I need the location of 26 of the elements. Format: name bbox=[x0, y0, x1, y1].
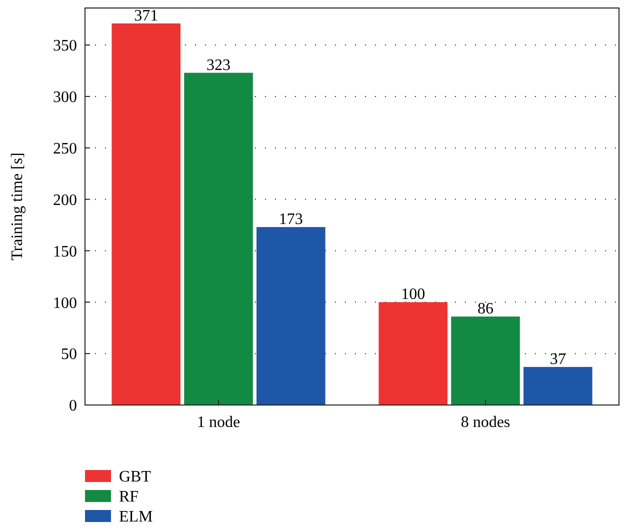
legend-label: GBT bbox=[119, 468, 152, 486]
data-label: 37 bbox=[550, 350, 566, 368]
bar bbox=[378, 302, 448, 405]
legend-label: ELM bbox=[119, 508, 153, 526]
x-tick-label: 1 node bbox=[196, 414, 240, 431]
bar bbox=[112, 23, 180, 405]
y-tick-label: 100 bbox=[53, 294, 77, 312]
data-label: 100 bbox=[401, 286, 426, 304]
y-tick-label: 0 bbox=[69, 398, 77, 415]
data-label: 371 bbox=[134, 7, 158, 24]
x-tick-label: 8 nodes bbox=[460, 414, 510, 431]
y-tick-label: 350 bbox=[53, 38, 77, 55]
bar bbox=[451, 316, 520, 405]
y-tick-label: 300 bbox=[53, 89, 77, 106]
y-tick-label: 50 bbox=[61, 346, 77, 364]
data-label: 86 bbox=[478, 300, 494, 318]
y-tick-label: 250 bbox=[53, 140, 77, 158]
y-tick-label: 150 bbox=[53, 243, 77, 260]
data-label: 323 bbox=[206, 56, 230, 74]
bar bbox=[256, 227, 326, 405]
data-label: 173 bbox=[278, 211, 303, 228]
legend-label: RF bbox=[119, 488, 139, 506]
bar bbox=[524, 366, 592, 405]
bar bbox=[184, 72, 253, 405]
y-tick-label: 200 bbox=[53, 192, 77, 209]
y-axis-title: Training time [s] bbox=[9, 152, 26, 260]
